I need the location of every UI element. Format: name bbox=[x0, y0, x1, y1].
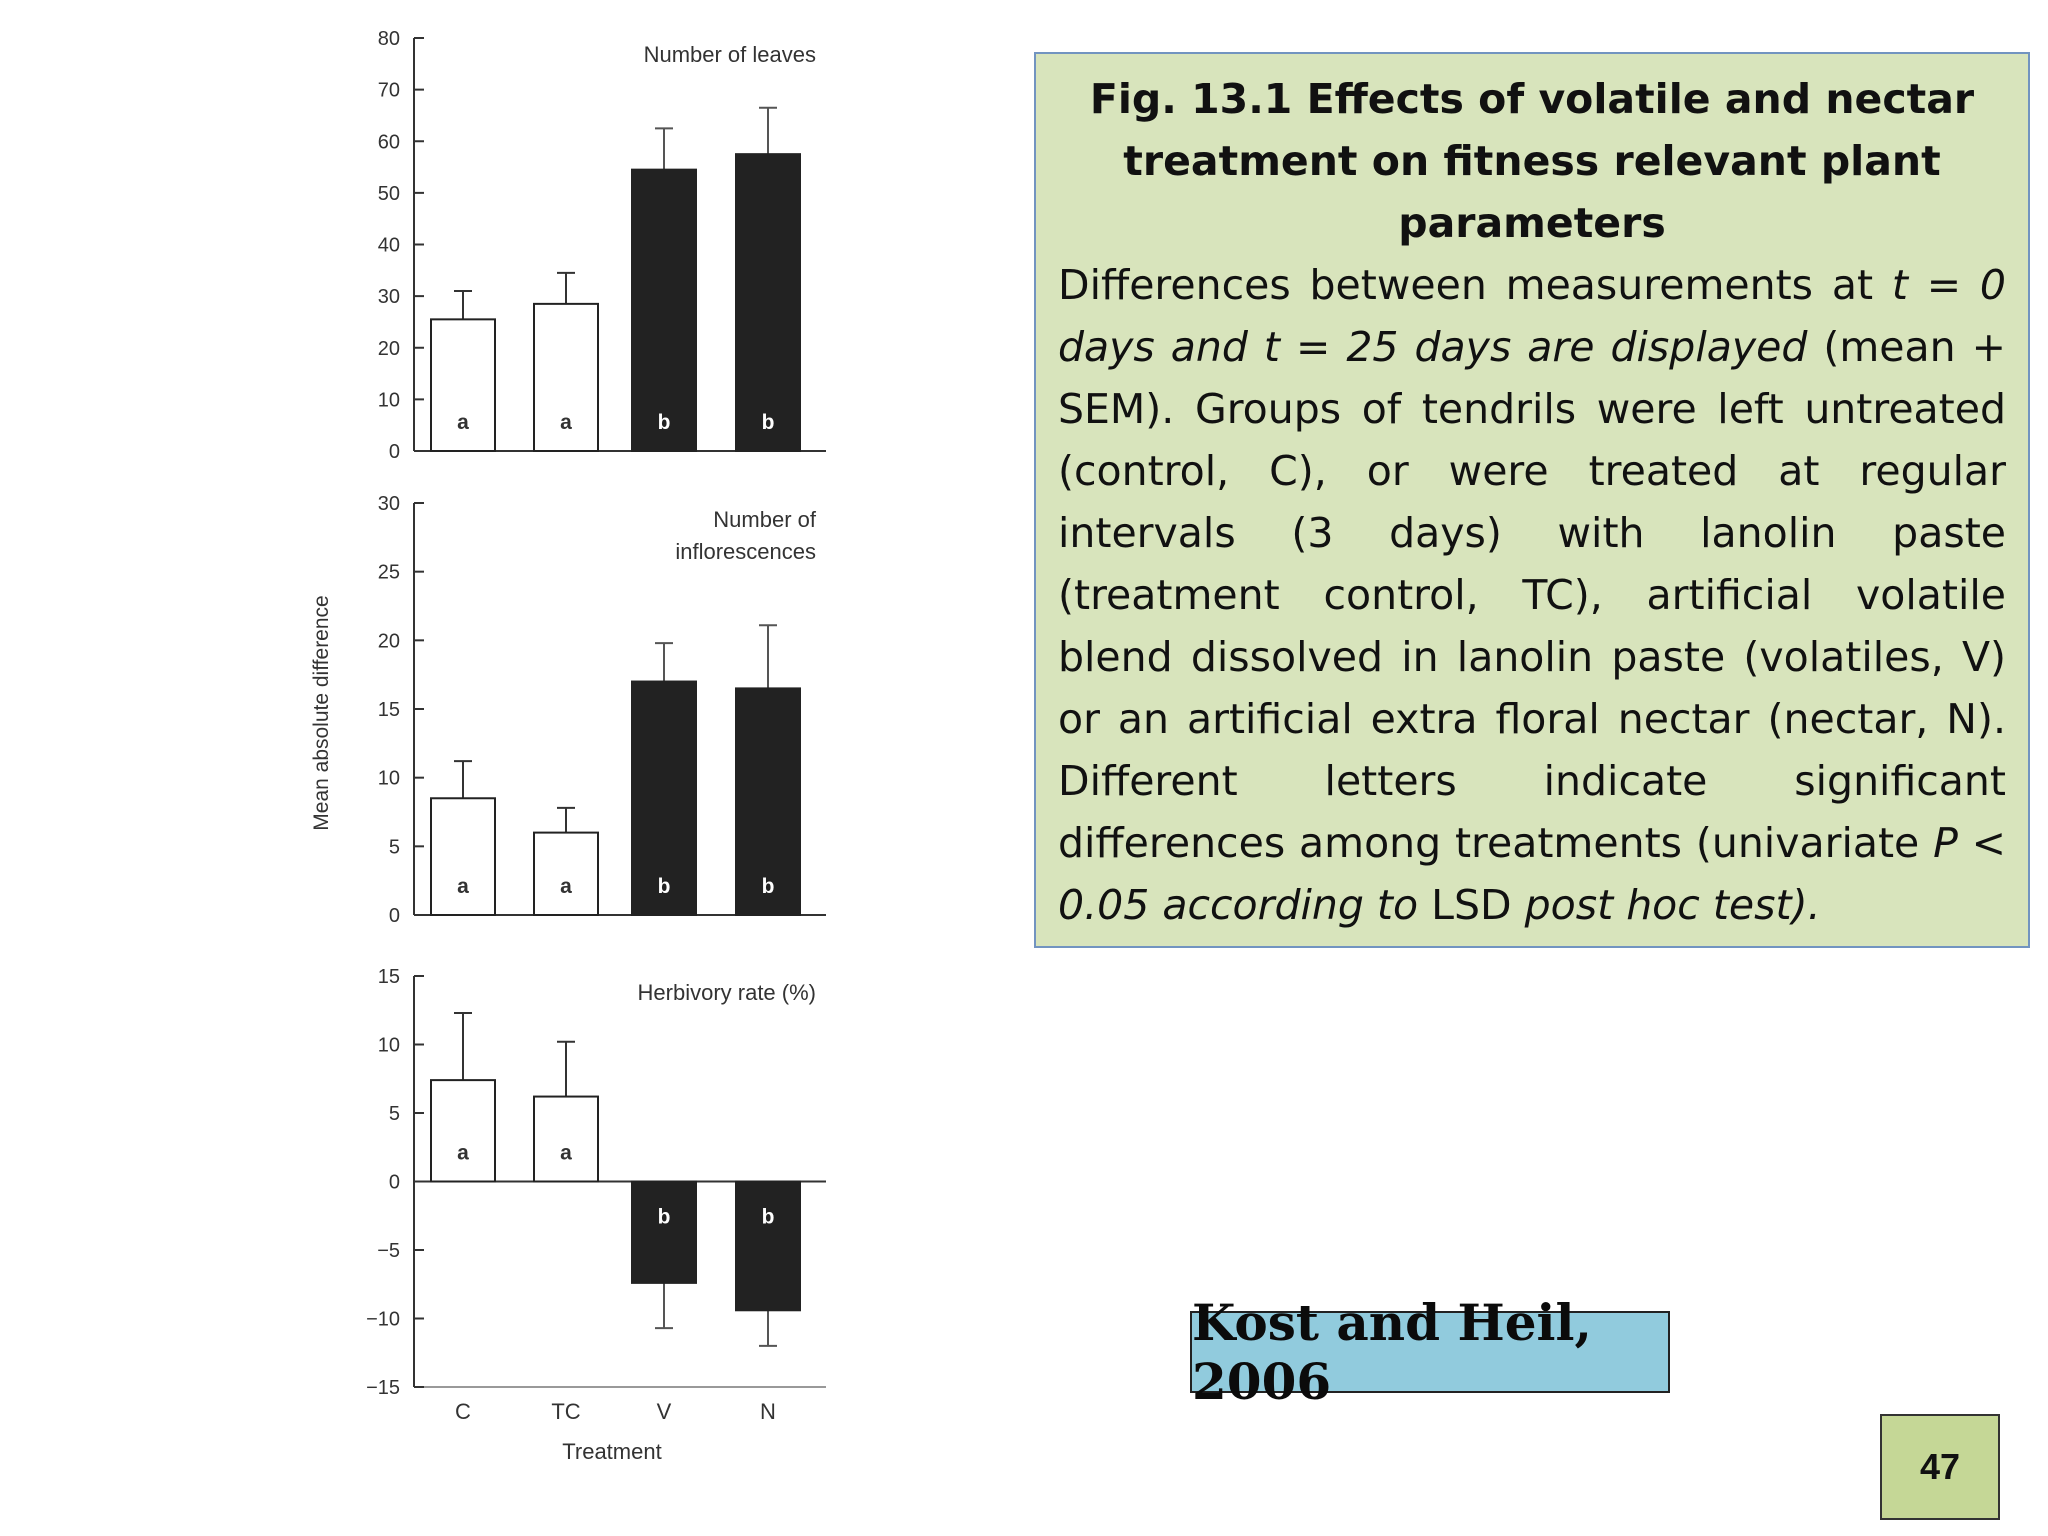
bar-TC bbox=[533, 302, 599, 452]
significance-letter: a bbox=[457, 411, 469, 434]
bar-TC bbox=[533, 1095, 599, 1183]
y-tick-label: 5 bbox=[389, 836, 400, 858]
y-tick-label: 0 bbox=[389, 1172, 400, 1194]
caption-text-run: LSD bbox=[1431, 881, 1525, 929]
bar-chart-panels: Mean absolute difference 010203040506070… bbox=[310, 28, 826, 1464]
y-tick-label: −5 bbox=[377, 1240, 400, 1262]
page-number: 47 bbox=[1880, 1414, 2000, 1520]
bar-N bbox=[735, 687, 801, 917]
y-tick-label: 60 bbox=[378, 131, 400, 153]
significance-letter: a bbox=[560, 875, 572, 898]
significance-letter: b bbox=[658, 411, 671, 434]
y-tick-label: 20 bbox=[378, 630, 400, 652]
y-tick-label: 15 bbox=[378, 699, 400, 721]
significance-letter: a bbox=[560, 1142, 572, 1165]
y-tick-label: 15 bbox=[378, 966, 400, 988]
figure-caption-box: Fig. 13.1 Effects of volatile and nectar… bbox=[1034, 52, 2030, 948]
significance-letter: a bbox=[560, 411, 572, 434]
bar-V bbox=[631, 680, 697, 916]
y-tick-label: 0 bbox=[389, 905, 400, 927]
x-tick-label: N bbox=[760, 1399, 776, 1424]
panel-title: Number of bbox=[713, 507, 817, 532]
x-tick-label: TC bbox=[551, 1399, 580, 1424]
caption-text-run: t = 0 days and t = 25 days are displayed bbox=[1058, 261, 2006, 371]
x-tick-label: C bbox=[455, 1399, 471, 1424]
bar-C bbox=[430, 1079, 496, 1183]
caption-text-run: post hoc test). bbox=[1524, 881, 1821, 929]
bar-V bbox=[631, 168, 697, 453]
y-tick-label: 40 bbox=[378, 235, 400, 257]
y-tick-label: 25 bbox=[378, 562, 400, 584]
y-tick-label: 0 bbox=[389, 441, 400, 463]
significance-letter: b bbox=[658, 1206, 671, 1229]
caption-body: Differences between measurements at t = … bbox=[1058, 254, 2006, 936]
y-tick-label: 10 bbox=[378, 1035, 400, 1057]
significance-letter: a bbox=[457, 1142, 469, 1165]
significance-letter: b bbox=[762, 411, 775, 434]
y-tick-label: 20 bbox=[378, 338, 400, 360]
y-tick-label: −10 bbox=[366, 1309, 400, 1331]
bar-V bbox=[631, 1180, 697, 1284]
caption-text-run: P < 0.05 according to bbox=[1058, 819, 2006, 929]
panel-title: inflorescences bbox=[675, 539, 816, 564]
y-tick-label: 80 bbox=[378, 28, 400, 50]
y-tick-label: 30 bbox=[378, 493, 400, 515]
caption-text-run: (mean + SEM). Groups of tendrils were le… bbox=[1058, 323, 2006, 867]
significance-letter: b bbox=[762, 1206, 775, 1229]
citation-label: Kost and Heil, 2006 bbox=[1190, 1293, 1670, 1411]
chart-panel-inflorescences: 0 5 10 15 20 25 30 Number of inflorescences a a b b bbox=[378, 493, 826, 927]
significance-letter: b bbox=[658, 875, 671, 898]
chart-panel-leaves: 0 10 20 30 40 50 60 70 80 Number of leaves a a b b bbox=[378, 28, 826, 463]
caption-text-run: Differences between measurements at bbox=[1058, 261, 1892, 309]
bar-C bbox=[430, 318, 496, 453]
panel-title: Herbivory rate (%) bbox=[638, 980, 816, 1005]
x-axis-label: Treatment bbox=[562, 1439, 661, 1464]
y-tick-label: 10 bbox=[378, 768, 400, 790]
y-tick-label: 30 bbox=[378, 286, 400, 308]
y-tick-label: 50 bbox=[378, 183, 400, 205]
y-tick-label: 5 bbox=[389, 1103, 400, 1125]
significance-letter: b bbox=[762, 875, 775, 898]
panel-title: Number of leaves bbox=[644, 42, 816, 67]
y-tick-label: 10 bbox=[378, 389, 400, 411]
bar-N bbox=[735, 153, 801, 452]
y-tick-label: 70 bbox=[378, 80, 400, 102]
shared-y-axis-label: Mean absolute difference bbox=[310, 595, 333, 830]
caption-title: Fig. 13.1 Effects of volatile and nectar… bbox=[1089, 75, 1975, 247]
y-tick-label: −15 bbox=[366, 1377, 400, 1399]
x-tick-label: V bbox=[657, 1399, 672, 1424]
bar-TC bbox=[533, 831, 599, 916]
bar-N bbox=[735, 1180, 801, 1312]
significance-letter: a bbox=[457, 875, 469, 898]
bar-C bbox=[430, 797, 496, 916]
chart-panel-herbivory: −15 −10 −5 0 5 10 15 Herbivory rate (%) a a b b C TC V… bbox=[366, 966, 826, 1464]
